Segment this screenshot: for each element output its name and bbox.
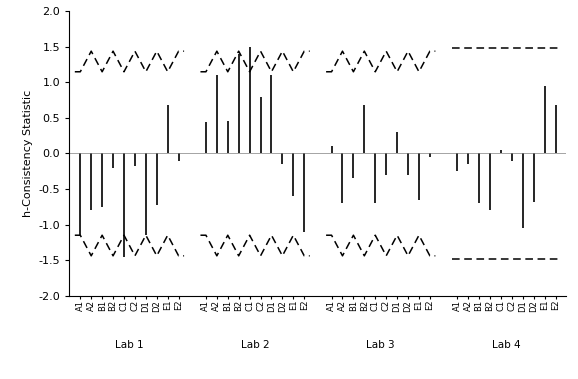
Text: Lab 2: Lab 2 bbox=[241, 340, 269, 350]
Text: Lab 3: Lab 3 bbox=[366, 340, 395, 350]
Text: Lab 1: Lab 1 bbox=[115, 340, 144, 350]
Y-axis label: h-Consistency Statistic: h-Consistency Statistic bbox=[23, 90, 33, 217]
Text: Lab 4: Lab 4 bbox=[492, 340, 521, 350]
